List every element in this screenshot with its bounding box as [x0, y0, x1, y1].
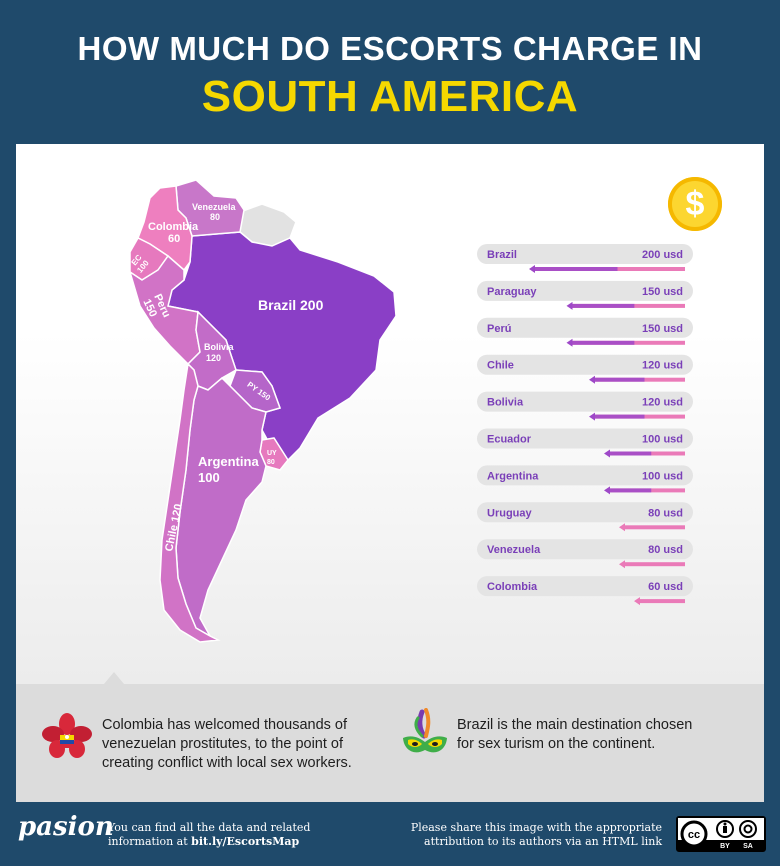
bar-value-label: 150 usd: [642, 286, 683, 298]
bar-segment: [595, 377, 645, 382]
bar-category-label: Uruguay: [487, 507, 533, 519]
bar-segment: [572, 340, 635, 345]
footer-left-prefix: information at: [108, 835, 192, 848]
bar-label-pill: [477, 354, 693, 375]
dollar-coin-icon: $: [668, 177, 722, 231]
bar-category-label: Paraguay: [487, 286, 537, 298]
bar-arrowhead: [589, 375, 595, 384]
bar: [625, 562, 685, 567]
bar-row: Bolivia 120 usd: [477, 391, 693, 421]
bar-category-label: Venezuela: [487, 544, 541, 556]
map-chile: [159, 362, 221, 643]
bar: [625, 525, 685, 530]
bar-arrowhead: [529, 265, 535, 273]
footer-data-source: You can find all the data and related in…: [108, 821, 310, 849]
bar-arrowhead: [566, 301, 573, 310]
cc-icon: [680, 820, 708, 848]
map-label-argentina-value: 100: [198, 470, 220, 485]
map-label-uruguay-value: 80: [267, 459, 275, 466]
title-line-1: HOW MUCH DO ESCORTS CHARGE IN: [77, 30, 703, 67]
footer-right-line-2: attribution to its authors via an HTML l…: [424, 835, 662, 848]
bar-row: Argentina 100 usd: [477, 465, 693, 495]
bar-label-pill: [477, 391, 693, 412]
bar-category-label: Bolivia: [487, 397, 524, 409]
bar-arrowhead: [619, 523, 625, 532]
bar-category-label: Ecuador: [487, 434, 532, 446]
notes-box: [16, 684, 764, 802]
bar-value-label: 100 usd: [642, 434, 683, 446]
bar-label-pill: [477, 428, 693, 449]
bar-category-label: Chile: [487, 360, 514, 372]
bar-value-label: 150 usd: [642, 323, 683, 335]
bar: [640, 599, 685, 604]
pasion-logo: pasion: [18, 812, 114, 842]
bar-value-label: 80 usd: [648, 544, 683, 556]
bar-label-pill: [477, 539, 693, 560]
orchid-icon: [42, 713, 92, 758]
bar-row: Ecuador 100 usd: [477, 428, 693, 458]
bar-label-pill: [477, 280, 693, 301]
bar-row: Chile 120 usd: [477, 354, 693, 384]
bar-segment: [535, 267, 618, 271]
notes-pointer: [104, 672, 124, 684]
footer-left-line-2: information at bit.ly/EscortsMap: [108, 835, 310, 849]
bar-arrowhead: [619, 560, 625, 569]
map-label-colombia-name: Colombia: [148, 221, 199, 233]
bar-value-label: 120 usd: [642, 360, 683, 372]
bar-row: Colombia 60 usd: [477, 576, 693, 606]
footer-link[interactable]: bit.ly/EscortsMap: [191, 835, 300, 848]
bar-label-pill: [477, 317, 693, 338]
bar-segment: [610, 488, 652, 493]
bar-category-label: Perú: [487, 323, 511, 335]
bar-category-label: Brazil: [487, 249, 517, 261]
bar-row: Paraguay 150 usd: [477, 280, 693, 310]
bar-row: Brazil 200 usd: [477, 244, 693, 273]
bar-segment: [595, 414, 645, 419]
bar-category-label: Colombia: [487, 581, 538, 593]
bar-category-label: Argentina: [487, 470, 539, 482]
map-label-brazil: Brazil 200: [258, 297, 324, 313]
map-label-argentina-name: Argentina: [198, 454, 259, 469]
bar-row: Uruguay 80 usd: [477, 502, 693, 532]
bar-arrowhead: [604, 486, 610, 495]
map-label-bolivia-value: 120: [206, 353, 221, 363]
bar-label-pill: [477, 502, 693, 523]
bar-label-pill: [477, 465, 693, 486]
bar-value-label: 120 usd: [642, 397, 683, 409]
note-colombia: Colombia has welcomed thousands of venez…: [102, 717, 352, 771]
bar-value-label: 80 usd: [648, 507, 683, 519]
bar-segment: [572, 303, 635, 308]
bar-arrowhead: [566, 338, 573, 347]
bar-value-label: 200 usd: [642, 249, 683, 261]
bar-value-label: 60 usd: [648, 581, 683, 593]
map-label-bolivia-name: Bolivia: [204, 342, 235, 352]
bar-label-pill: [477, 576, 693, 597]
footer-left-line-1: You can find all the data and related: [108, 821, 311, 834]
map-label-venezuela-name: Venezuela: [192, 202, 237, 212]
footer-right-line-1: Please share this image with the appropr…: [410, 821, 662, 834]
footer-attribution: Please share this image with the appropr…: [411, 821, 662, 849]
bar-label-pill: [477, 244, 693, 264]
sa-icon: [739, 820, 757, 838]
bar-arrowhead: [589, 412, 595, 421]
cc-license-badge: cc BY SA: [676, 816, 766, 852]
bar-arrowhead: [634, 597, 640, 606]
map-label-colombia-value: 60: [168, 233, 180, 245]
bar-segment: [610, 451, 652, 456]
title-line-2: SOUTH AMERICA: [201, 72, 579, 121]
bar-row: Venezuela 80 usd: [477, 539, 693, 569]
bar-value-label: 100 usd: [642, 470, 683, 482]
map-peru: [128, 254, 201, 366]
svg-text:cc: cc: [688, 829, 700, 841]
map-label-uruguay-name: UY: [267, 450, 277, 457]
cc-by-label: BY: [720, 843, 730, 850]
note-brazil: Brazil is the main destination chosen fo…: [457, 717, 693, 752]
cc-sa-label: SA: [743, 843, 753, 850]
carnival-mask-icon: [403, 708, 447, 753]
bar-row: Perú 150 usd: [477, 317, 693, 347]
map-label-venezuela-value: 80: [210, 212, 220, 222]
bar-arrowhead: [604, 449, 610, 458]
